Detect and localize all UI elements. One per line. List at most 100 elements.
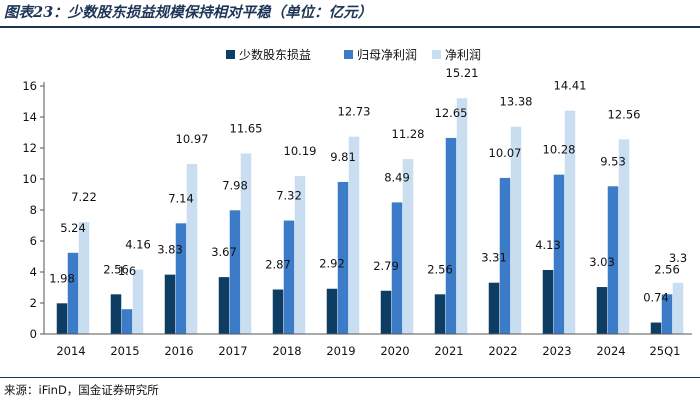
data-label: 3.3: [669, 251, 687, 265]
bar-net-profit: [294, 176, 306, 334]
bar-minority-interest: [542, 269, 554, 334]
data-label: 11.65: [230, 121, 263, 135]
bar-minority-interest: [380, 290, 392, 334]
legend-swatch: [344, 50, 353, 59]
data-label: 3.67: [211, 245, 237, 259]
bar-net-profit: [348, 136, 360, 334]
y-tick-label: 6: [30, 234, 37, 248]
data-labels-group: 1.98 5.24 7.22 2.56 1.6 4.16 3.83 7.14 10.97 3.67…: [49, 66, 687, 304]
data-label: 12.73: [338, 105, 371, 119]
legend-swatch: [432, 50, 441, 59]
x-tick-label: 2019: [326, 344, 355, 358]
x-tick-label: 2014: [56, 344, 85, 358]
bar-parent-net-profit: [229, 210, 241, 334]
bar-net-profit: [240, 153, 252, 334]
figure-title: 图表23：少数股东损益规模保持相对平稳（单位：亿元）: [4, 4, 373, 21]
bar-minority-interest: [488, 282, 500, 334]
data-label: 8.49: [384, 170, 410, 184]
data-label: 7.22: [71, 190, 97, 204]
bar-minority-interest: [110, 294, 122, 334]
x-tick-label: 2015: [110, 344, 139, 358]
bar-parent-net-profit: [607, 186, 619, 334]
data-label: 3.31: [481, 251, 507, 265]
legend-swatch: [226, 50, 235, 59]
bar-minority-interest: [326, 288, 338, 334]
data-label: 4.13: [535, 238, 561, 252]
x-tick-label: 2020: [380, 344, 409, 358]
data-label: 2.92: [319, 257, 345, 271]
data-label: 10.07: [489, 146, 522, 160]
legend-item-parent-net-profit: 归母净利润: [344, 48, 417, 62]
y-axis: 0 2 4 6 8 10 12 14 16: [22, 79, 45, 341]
y-tick-label: 2: [30, 296, 37, 310]
bar-minority-interest: [434, 294, 446, 334]
data-label: 7.14: [168, 191, 194, 205]
y-tick-label: 4: [30, 265, 37, 279]
title-divider: [0, 26, 700, 28]
data-label: 2.56: [427, 262, 453, 276]
bar-parent-net-profit: [121, 309, 133, 334]
bar-net-profit: [132, 269, 144, 334]
x-tick-label: 2018: [272, 344, 301, 358]
bar-net-profit: [510, 126, 522, 334]
data-label: 2.87: [265, 258, 291, 272]
legend-item-minority-interest: 少数股东损益: [226, 47, 311, 62]
x-axis: 2014 2015 2016 2017 2018 2019 2020 2021 2022 2023…: [44, 333, 692, 358]
bar-parent-net-profit: [553, 174, 565, 334]
bar-parent-net-profit: [337, 181, 349, 334]
data-label: 10.19: [284, 144, 317, 158]
chart-legend: 少数股东损益 归母净利润 净利润: [226, 47, 481, 62]
data-label: 12.65: [435, 106, 468, 120]
legend-label: 净利润: [445, 48, 481, 62]
bar-net-profit: [186, 163, 198, 334]
x-tick-label: 25Q1: [649, 344, 680, 358]
legend-label: 少数股东损益: [239, 47, 311, 62]
bar-net-profit: [456, 98, 468, 335]
bar-parent-net-profit: [67, 252, 79, 334]
bar-net-profit: [618, 139, 630, 334]
bar-minority-interest: [56, 303, 68, 334]
bar-parent-net-profit: [283, 220, 295, 334]
data-label: 1.98: [49, 271, 75, 285]
x-tick-label: 2016: [164, 344, 193, 358]
bar-parent-net-profit: [391, 202, 403, 334]
bar-parent-net-profit: [661, 294, 673, 334]
x-tick-label: 2017: [218, 344, 247, 358]
data-label: 5.24: [60, 221, 86, 235]
y-tick-label: 0: [30, 327, 37, 341]
legend-item-net-profit: 净利润: [432, 48, 481, 62]
data-label: 12.56: [608, 107, 641, 121]
y-tick-label: 10: [22, 172, 37, 186]
data-label: 2.56: [654, 262, 680, 276]
x-tick-label: 2021: [434, 344, 463, 358]
bar-net-profit: [672, 282, 684, 334]
data-label: 10.28: [543, 143, 576, 157]
data-label: 9.81: [330, 150, 356, 164]
legend-label: 归母净利润: [357, 48, 417, 62]
y-tick-label: 14: [22, 110, 37, 124]
bar-minority-interest: [596, 287, 608, 334]
data-label: 10.97: [176, 132, 209, 146]
x-tick-label: 2024: [596, 344, 625, 358]
y-tick-label: 8: [30, 203, 37, 217]
x-tick-label: 2022: [488, 344, 517, 358]
data-label: 0.74: [643, 291, 669, 305]
bar-minority-interest: [272, 289, 284, 334]
data-label: 2.79: [373, 259, 399, 273]
bar-chart: 少数股东损益 归母净利润 净利润 0 2 4 6 8 10 12 14 16 1.98 5.24 7.2…: [22, 47, 692, 358]
y-tick-label: 12: [22, 141, 37, 155]
bar-parent-net-profit: [499, 177, 511, 334]
data-label: 14.41: [554, 79, 587, 93]
data-label: 4.16: [125, 238, 151, 252]
bar-net-profit: [402, 159, 414, 334]
bar-minority-interest: [218, 277, 230, 334]
bar-minority-interest: [164, 274, 176, 334]
data-label: 7.98: [222, 178, 248, 192]
data-label: 13.38: [500, 95, 533, 109]
bar-net-profit: [564, 110, 576, 335]
data-label: 1.6: [118, 264, 136, 278]
data-label: 3.83: [157, 243, 183, 257]
source-divider: [0, 377, 700, 378]
bar-parent-net-profit: [175, 223, 187, 334]
